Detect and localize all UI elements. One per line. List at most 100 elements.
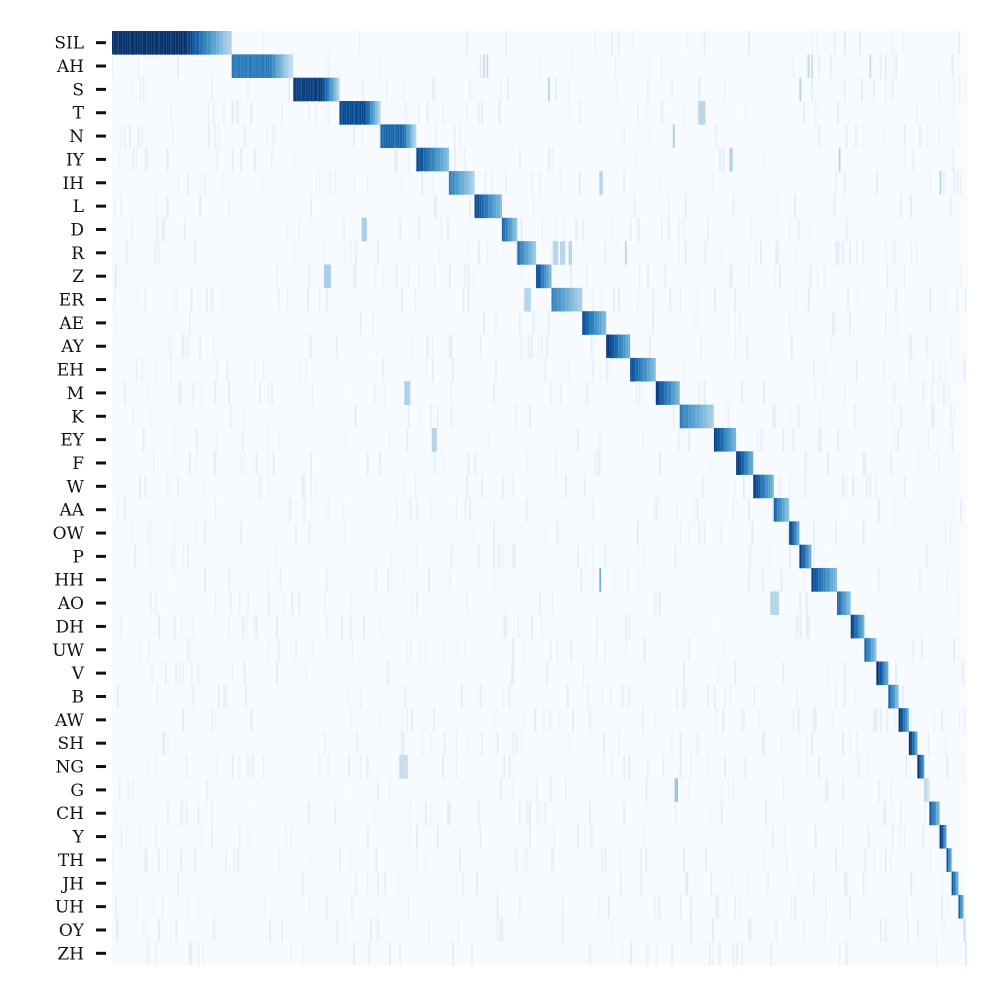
heatmap-diagonal-cell: [139, 31, 142, 55]
heatmap-diagonal-cell: [195, 31, 198, 55]
heatmap-offdiag-cell: [433, 427, 436, 452]
heatmap-cell: [298, 591, 301, 616]
heatmap-diagonal-cell: [659, 381, 661, 405]
heatmap-cell: [448, 801, 451, 826]
heatmap-offdiag-cell: [731, 147, 733, 172]
heatmap-cell: [616, 241, 619, 265]
heatmap-diagonal-cell: [197, 31, 200, 55]
heatmap-cell: [267, 381, 270, 405]
heatmap-diagonal-cell: [607, 334, 610, 359]
heatmap-diagonal-cell: [648, 357, 651, 382]
heatmap-cell: [869, 474, 872, 499]
y-tick-label: F: [72, 454, 84, 474]
heatmap-cell: [431, 357, 434, 382]
heatmap-cell: [241, 614, 244, 639]
heatmap-cell: [265, 124, 268, 149]
heatmap-cell: [855, 241, 858, 265]
heatmap-cell: [823, 918, 826, 942]
heatmap-cell: [597, 451, 600, 475]
heatmap-cell: [828, 124, 831, 149]
heatmap-cell: [895, 287, 897, 312]
heatmap-cell: [142, 427, 145, 452]
heatmap-cell: [736, 101, 738, 125]
heatmap-diagonal-cell: [893, 684, 896, 709]
heatmap-cell: [806, 54, 808, 78]
heatmap-cell: [662, 754, 665, 779]
heatmap-cell: [166, 194, 169, 219]
heatmap-cell: [212, 451, 215, 475]
heatmap-cell: [269, 591, 272, 616]
heatmap-diagonal-cell: [402, 124, 405, 149]
heatmap-cell: [259, 381, 261, 405]
heatmap-cell: [671, 941, 673, 966]
heatmap-diagonal-cell: [377, 101, 379, 125]
heatmap-cell: [481, 474, 484, 499]
heatmap-cell: [134, 544, 136, 569]
heatmap-cell: [847, 287, 850, 312]
heatmap-cell: [679, 731, 682, 756]
heatmap-offdiag-cell: [365, 217, 367, 242]
heatmap-diagonal-cell: [363, 101, 366, 125]
heatmap-cell: [407, 894, 410, 919]
heatmap-cell: [154, 754, 157, 779]
heatmap-cell: [467, 287, 470, 312]
heatmap-cell: [660, 217, 663, 242]
heatmap-cell: [943, 918, 945, 942]
heatmap-cell: [835, 848, 838, 872]
heatmap-diagonal-cell: [925, 778, 928, 802]
heatmap-cell: [520, 731, 523, 756]
heatmap-cell: [279, 568, 282, 592]
heatmap-cell: [854, 404, 856, 429]
heatmap-diagonal-cell: [695, 404, 697, 429]
heatmap-diagonal-cell: [599, 311, 602, 335]
heatmap-cell: [188, 311, 191, 335]
heatmap-cell: [518, 801, 521, 826]
heatmap-offdiag-cell: [399, 754, 401, 779]
heatmap-diagonal-cell: [527, 241, 530, 265]
heatmap-cell: [390, 544, 393, 569]
heatmap-cell: [806, 754, 808, 779]
heatmap-cell: [233, 848, 236, 872]
heatmap-cell: [549, 708, 552, 732]
heatmap-cell: [284, 824, 287, 849]
heatmap-diagonal-cell: [344, 101, 347, 125]
heatmap-cell: [720, 778, 723, 802]
heatmap-diagonal-cell: [147, 31, 150, 55]
heatmap-cell: [175, 918, 177, 942]
heatmap-diagonal-cell: [618, 334, 620, 359]
heatmap-cell: [688, 521, 690, 545]
heatmap-cell: [797, 217, 800, 242]
heatmap-cell: [652, 287, 655, 312]
heatmap-cell: [188, 941, 191, 966]
heatmap-diagonal-cell: [260, 54, 263, 78]
heatmap-diagonal-cell: [915, 731, 918, 756]
heatmap-cell: [594, 451, 596, 475]
heatmap-diagonal-cell: [773, 498, 776, 522]
heatmap-diagonal-cell: [329, 77, 331, 102]
heatmap-cell: [741, 381, 743, 405]
heatmap-cell: [486, 241, 489, 265]
heatmap-cell: [228, 614, 230, 639]
heatmap-cell: [389, 661, 391, 686]
heatmap-diagonal-cell: [625, 334, 627, 359]
heatmap-cell: [729, 264, 732, 289]
heatmap-diagonal-cell: [229, 31, 232, 55]
heatmap-diagonal-cell: [459, 171, 461, 195]
heatmap-diagonal-cell: [655, 381, 658, 405]
heatmap-cell: [672, 404, 675, 429]
heatmap-cell: [958, 381, 961, 405]
heatmap-cell: [182, 334, 184, 359]
heatmap-cell: [936, 941, 938, 966]
heatmap-cell: [190, 941, 193, 966]
heatmap-cell: [878, 498, 880, 522]
heatmap-cell: [344, 521, 347, 545]
heatmap-diagonal-cell: [537, 264, 540, 289]
heatmap-cell: [373, 171, 376, 195]
heatmap-diagonal-cell: [643, 357, 646, 382]
heatmap-cell: [467, 451, 470, 475]
heatmap-diagonal-cell: [927, 778, 930, 802]
heatmap-cell: [719, 754, 721, 779]
heatmap-cell: [854, 124, 856, 149]
heatmap-diagonal-cell: [241, 54, 244, 78]
